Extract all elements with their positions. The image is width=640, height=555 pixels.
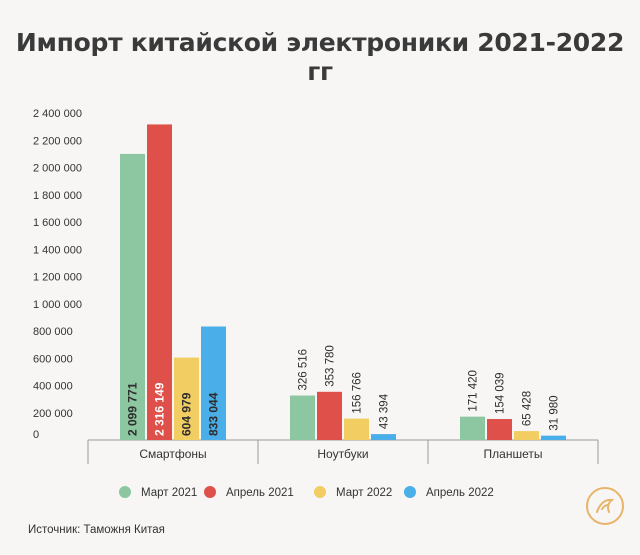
bar-3	[174, 357, 199, 440]
bar-2	[487, 419, 512, 440]
data-label: 604 979	[180, 392, 194, 436]
y-tick-label: 600 000	[33, 353, 73, 365]
y-tick-label: 1 000 000	[33, 299, 82, 311]
data-label: 65 428	[522, 391, 534, 426]
data-label: 154 039	[495, 372, 507, 414]
legend-swatch	[314, 486, 326, 498]
category-label: Ноутбуки	[317, 447, 368, 461]
data-label: 353 780	[325, 345, 337, 387]
bar-3	[514, 431, 539, 440]
data-label: 2 316 149	[153, 382, 167, 436]
source-note: Источник: Таможня Китая	[28, 524, 165, 536]
data-label: 43 394	[379, 393, 391, 429]
data-label: 171 420	[468, 370, 480, 412]
data-label: 31 980	[549, 395, 561, 430]
bar-4	[371, 434, 396, 440]
data-label: 326 516	[298, 349, 310, 391]
y-tick-label: 400 000	[33, 381, 73, 393]
y-tick-label: 1 800 000	[33, 190, 82, 202]
y-tick-label: 1 600 000	[33, 217, 82, 229]
y-tick-label: 2 400 000	[33, 108, 82, 120]
y-tick-label: 0	[33, 429, 39, 441]
y-tick-label: 1 200 000	[33, 272, 82, 284]
y-tick-label: 200 000	[33, 408, 73, 420]
bar-2	[147, 124, 172, 441]
y-tick-label: 2 200 000	[33, 135, 82, 147]
bar-1	[120, 153, 145, 441]
brand-logo-icon	[586, 487, 624, 525]
bar-2	[317, 391, 342, 440]
legend-swatch	[119, 486, 131, 498]
chart-title: Импорт китайской электроники 2021-2022 г…	[15, 28, 625, 86]
y-tick-label: 2 000 000	[33, 163, 82, 175]
bar-1	[460, 416, 485, 440]
data-label: 2 099 771	[126, 382, 140, 436]
bar-4	[201, 326, 226, 440]
legend-swatch	[204, 486, 216, 498]
legend-swatch	[404, 486, 416, 498]
data-label: 156 766	[352, 372, 364, 414]
legend-label: Апрель 2021	[226, 487, 294, 499]
legend-label: Март 2022	[336, 487, 392, 499]
y-tick-label: 1 400 000	[33, 244, 82, 256]
y-tick-label: 800 000	[33, 326, 73, 338]
bar-1	[290, 395, 315, 440]
data-label: 833 044	[207, 392, 221, 436]
category-label: Смартфоны	[139, 447, 206, 461]
legend-label: Апрель 2022	[426, 487, 494, 499]
bar-3	[344, 418, 369, 440]
legend-label: Март 2021	[141, 487, 197, 499]
category-label: Планшеты	[484, 447, 543, 461]
bar-4	[541, 435, 566, 440]
